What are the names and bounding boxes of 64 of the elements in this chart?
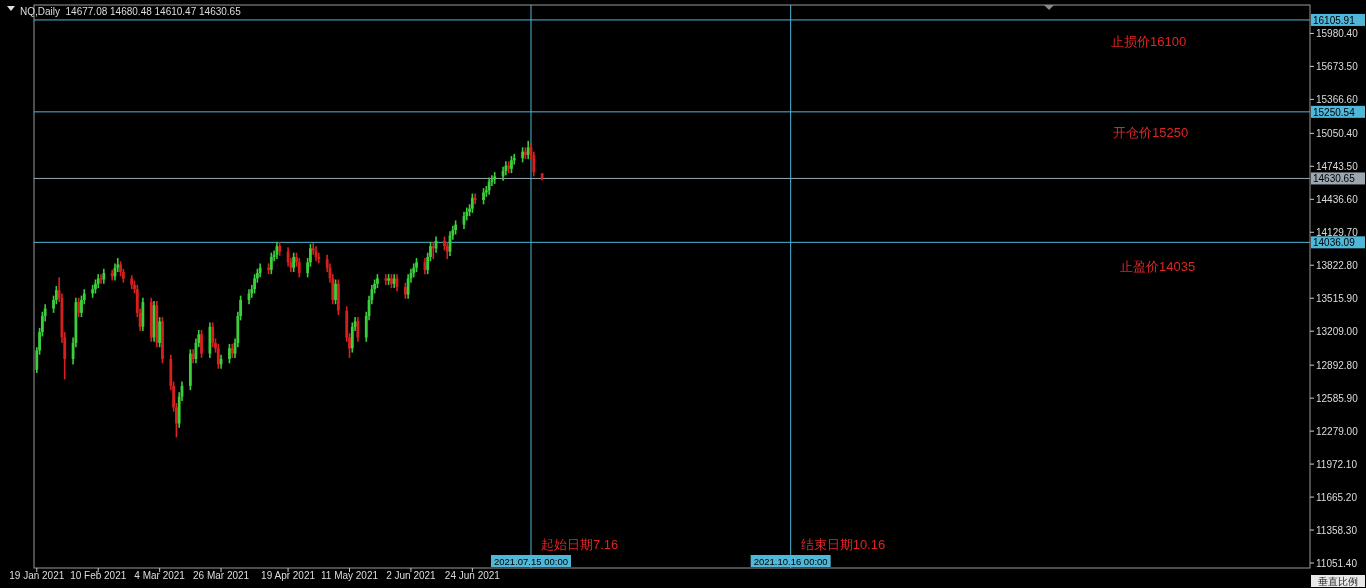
y-tick-label: 13515.90: [1316, 293, 1359, 305]
x-tick-label: 19 Apr 2021: [261, 570, 316, 581]
chart-title: NQ,Daily 14677.08 14680.48 14610.47 14630.65: [20, 6, 242, 17]
x-tick-label: 19 Jan 2021: [9, 570, 65, 581]
annotation: 止损价16100: [1111, 34, 1187, 49]
y-tick-label: 15980.40: [1316, 28, 1359, 40]
y-tick-label: 12892.80: [1316, 360, 1359, 372]
candlestick: [253, 273, 256, 295]
x-tick-label: 2 Jun 2021: [386, 570, 437, 581]
candlestick: [473, 192, 477, 206]
annotation: 起始日期7.16: [541, 537, 619, 552]
y-tick-label: 15050.40: [1316, 128, 1359, 140]
ref-line-label: 2021.07.15 00:00: [494, 556, 568, 567]
annotation: 止盈价14035: [1120, 259, 1196, 274]
candlestick: [384, 273, 388, 286]
y-tick-label: 13209.00: [1316, 326, 1359, 338]
candlestick: [510, 155, 513, 174]
y-tick-label: 12279.00: [1316, 426, 1359, 438]
y-tick-label: 15366.60: [1316, 94, 1359, 106]
candlestick: [470, 192, 474, 214]
candlestick: [200, 329, 203, 359]
candlestick: [267, 262, 270, 275]
ref-line-label: 2021.10.16 00:00: [753, 556, 828, 567]
candlestick: [99, 273, 103, 285]
candlestick: [454, 219, 458, 236]
y-tick-label: 11051.40: [1316, 558, 1358, 570]
candlestick: [415, 257, 418, 273]
x-tick-label: 10 Feb 2021: [70, 570, 127, 581]
x-tick-label: 11 May 2021: [320, 570, 379, 581]
candlestick: [110, 269, 114, 282]
candlestick: [521, 146, 525, 164]
annotation: 结束日期10.16: [800, 537, 886, 552]
y-tick-label: 11358.30: [1316, 525, 1358, 537]
y-tick-label: 14743.50: [1316, 161, 1359, 173]
candlestick: [350, 321, 354, 354]
ref-line-label: 14036.09: [1313, 237, 1356, 249]
ref-line-label: 16105.91: [1313, 14, 1356, 26]
y-tick-label: 11972.10: [1316, 459, 1358, 471]
y-tick-label: 15673.50: [1316, 61, 1359, 73]
x-tick-label: 24 Jun 2021: [444, 570, 501, 581]
ref-line-label: 15250.54: [1313, 106, 1356, 118]
candlestick: [94, 278, 97, 295]
candlestick: [269, 251, 273, 275]
candlestick: [161, 316, 164, 365]
candlestick: [228, 343, 231, 365]
candlestick: [297, 257, 301, 279]
y-tick-label: 11665.20: [1316, 492, 1358, 504]
candlestick: [376, 273, 379, 289]
candlestick: [158, 316, 162, 349]
y-tick-label: 12585.90: [1316, 393, 1359, 405]
candlestick: [524, 146, 527, 160]
annotation: 开仓价15250: [1113, 125, 1189, 140]
candlestick: [211, 321, 215, 349]
candlestick: [431, 241, 435, 260]
y-tick-label: 14129.70: [1316, 227, 1359, 239]
candlestick: [387, 273, 390, 286]
candlestick: [334, 278, 337, 306]
text: 垂直比例: [1318, 576, 1358, 587]
y-tick-label: 14436.60: [1316, 194, 1359, 206]
x-tick-label: 26 Mar 2021: [192, 570, 250, 581]
ref-line-label: 14630.65: [1313, 173, 1356, 185]
y-tick-label: 13822.80: [1316, 260, 1359, 272]
candlestick: [482, 187, 485, 206]
x-tick-label: 4 Mar 2021: [134, 570, 186, 581]
